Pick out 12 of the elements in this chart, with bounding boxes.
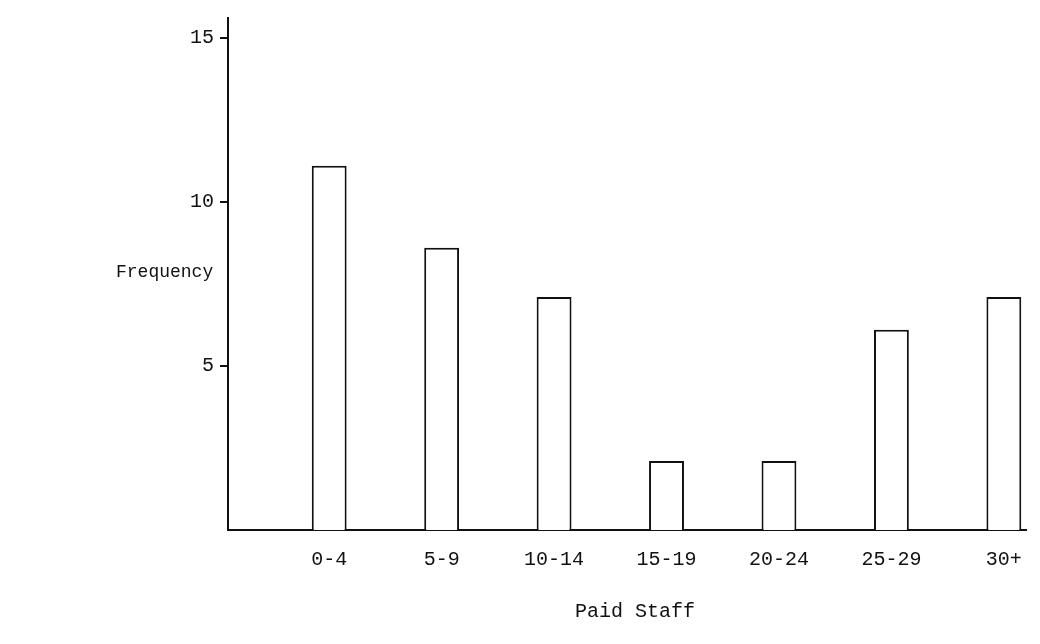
x-tick-label: 15-19	[636, 548, 697, 572]
y-tick-label: 5	[201, 354, 214, 378]
y-axis-title: Frequency	[116, 262, 214, 282]
x-tick-label: 20-24	[748, 548, 809, 572]
x-axis-title: Paid Staff	[574, 600, 696, 623]
x-tick-label: 5-9	[423, 548, 460, 572]
y-tick-label: 15	[189, 25, 214, 49]
x-tick-label: 30+	[985, 548, 1022, 572]
x-tick-label: 25-29	[861, 548, 922, 572]
x-tick-label: 0-4	[311, 548, 348, 572]
x-tick-label: 10-14	[524, 548, 585, 572]
y-tick-label: 10	[189, 190, 214, 214]
